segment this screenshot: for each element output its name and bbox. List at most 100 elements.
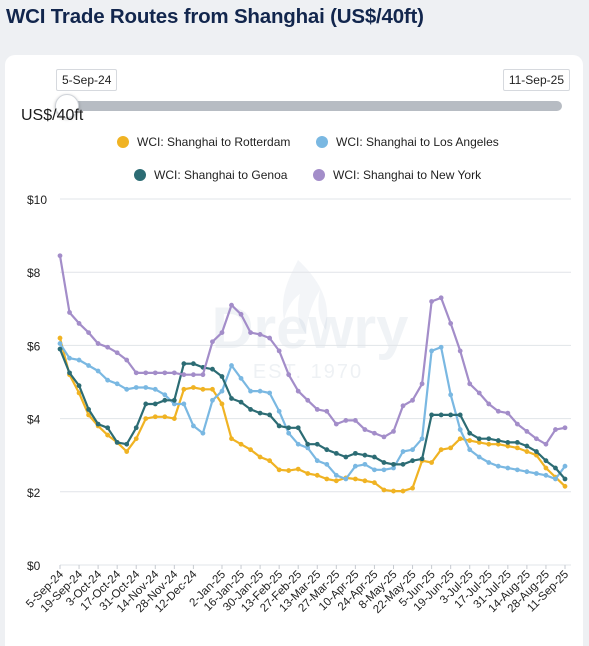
data-point bbox=[95, 368, 101, 374]
data-point bbox=[505, 439, 511, 445]
data-point bbox=[124, 441, 130, 447]
date-range-track[interactable] bbox=[57, 101, 562, 111]
data-point bbox=[238, 441, 244, 447]
data-point bbox=[476, 390, 482, 396]
data-point bbox=[152, 414, 158, 420]
legend-swatch-icon bbox=[313, 169, 325, 181]
data-point bbox=[343, 454, 349, 460]
data-point bbox=[276, 408, 282, 414]
data-point bbox=[152, 370, 158, 376]
chart-lines bbox=[57, 253, 568, 494]
data-point bbox=[524, 429, 530, 434]
data-point bbox=[171, 370, 177, 376]
data-point bbox=[486, 460, 492, 465]
data-point bbox=[286, 468, 292, 473]
series-line bbox=[58, 348, 566, 480]
data-point bbox=[171, 416, 177, 421]
legend-label: WCI: Shanghai to Rotterdam bbox=[137, 135, 291, 149]
data-point bbox=[333, 478, 339, 484]
data-point bbox=[543, 441, 549, 447]
data-point bbox=[362, 461, 368, 467]
data-point bbox=[190, 385, 196, 390]
data-point bbox=[495, 408, 501, 414]
data-point bbox=[171, 401, 177, 407]
data-point bbox=[429, 412, 435, 418]
data-point bbox=[486, 436, 492, 442]
data-point bbox=[248, 388, 253, 394]
data-point bbox=[562, 476, 568, 482]
data-point bbox=[400, 403, 406, 409]
data-point bbox=[333, 421, 339, 427]
data-point bbox=[391, 429, 396, 434]
y-tick-label: $6 bbox=[27, 339, 41, 353]
data-point bbox=[562, 483, 568, 489]
data-point bbox=[257, 454, 263, 460]
data-point bbox=[57, 335, 63, 341]
data-point bbox=[276, 423, 282, 429]
data-point bbox=[257, 388, 263, 394]
y-tick-label: $4 bbox=[27, 413, 41, 427]
data-point bbox=[200, 386, 206, 392]
chart-card: 5-Sep-24 11-Sep-25 WCI: Shanghai to Rott… bbox=[5, 55, 583, 646]
data-point bbox=[114, 381, 120, 387]
data-point bbox=[562, 463, 568, 469]
data-point bbox=[162, 370, 168, 376]
data-point bbox=[276, 348, 282, 354]
date-range-handle[interactable] bbox=[55, 94, 79, 118]
data-point bbox=[362, 478, 368, 484]
data-point bbox=[76, 390, 82, 396]
y-tick-label: $2 bbox=[27, 486, 41, 500]
data-point bbox=[181, 386, 187, 392]
data-point bbox=[86, 412, 91, 418]
data-point bbox=[267, 412, 273, 418]
data-point bbox=[438, 344, 444, 350]
data-point bbox=[410, 485, 415, 491]
data-point bbox=[248, 407, 253, 412]
data-point bbox=[534, 449, 539, 454]
data-point bbox=[57, 253, 63, 259]
data-point bbox=[543, 458, 549, 464]
data-point bbox=[86, 407, 91, 412]
data-point bbox=[267, 458, 273, 464]
data-point bbox=[505, 465, 511, 471]
data-point bbox=[267, 390, 273, 396]
y-axis-title: US$/40ft bbox=[21, 107, 84, 124]
legend-swatch-icon bbox=[316, 136, 328, 148]
data-point bbox=[219, 330, 225, 335]
data-point bbox=[257, 410, 263, 416]
data-point bbox=[352, 418, 358, 423]
data-point bbox=[248, 447, 253, 453]
data-point bbox=[67, 370, 72, 376]
data-point bbox=[219, 401, 225, 407]
data-point bbox=[495, 438, 501, 443]
y-tick-label: $10 bbox=[27, 193, 47, 207]
series-line bbox=[58, 255, 566, 446]
legend-item-rotterdam[interactable]: WCI: Shanghai to Rotterdam bbox=[117, 135, 290, 149]
data-point bbox=[314, 407, 320, 412]
legend-item-genoa[interactable]: WCI: Shanghai to Genoa bbox=[134, 168, 287, 182]
data-point bbox=[362, 452, 368, 458]
data-point bbox=[429, 348, 435, 354]
data-point bbox=[534, 471, 539, 476]
data-point bbox=[190, 423, 196, 429]
data-point bbox=[295, 388, 301, 394]
legend-item-los-angeles[interactable]: WCI: Shanghai to Los Angeles bbox=[316, 135, 499, 149]
data-point bbox=[505, 410, 511, 416]
data-point bbox=[314, 472, 320, 478]
data-point bbox=[105, 425, 111, 431]
data-point bbox=[448, 412, 454, 418]
data-point bbox=[324, 447, 330, 453]
data-point bbox=[143, 416, 149, 421]
data-point bbox=[210, 397, 215, 403]
data-point bbox=[372, 467, 377, 473]
data-point bbox=[305, 397, 311, 403]
data-point bbox=[238, 375, 244, 381]
data-point bbox=[114, 350, 120, 356]
data-point bbox=[476, 436, 482, 442]
data-point bbox=[333, 450, 339, 456]
data-point bbox=[486, 441, 492, 447]
legend-item-new-york[interactable]: WCI: Shanghai to New York bbox=[313, 168, 481, 182]
data-point bbox=[324, 408, 330, 414]
data-point bbox=[391, 465, 396, 471]
